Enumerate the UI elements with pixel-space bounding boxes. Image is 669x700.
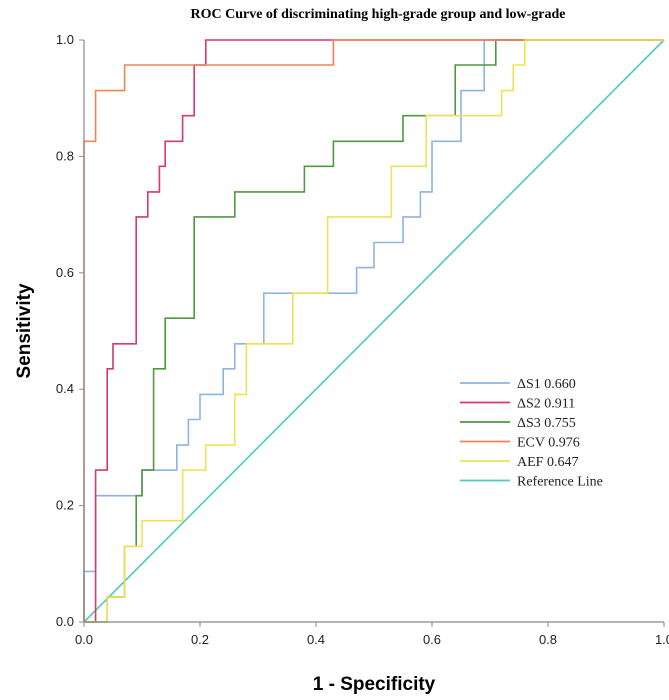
x-tick-label: 0.8 — [539, 632, 557, 647]
legend-label: Reference Line — [517, 475, 603, 490]
legend-label: ECV 0.976 — [517, 436, 580, 451]
x-axis-label: 1 - Specificity — [313, 674, 436, 695]
legend-label: ΔS1 0.660 — [517, 377, 576, 392]
series-layer — [83, 39, 665, 623]
y-tick-label: 0.0 — [56, 614, 74, 629]
x-tick-label: 0.2 — [191, 632, 209, 647]
x-tick-label: 0.6 — [423, 632, 441, 647]
legend: ΔS1 0.660 ΔS2 0.911 ΔS3 0.755 ECV 0.976 AEF … — [460, 377, 603, 490]
x-tick-label: 0.4 — [307, 632, 325, 647]
x-tick-label: 0.0 — [75, 632, 93, 647]
y-tick-label: 0.8 — [56, 148, 74, 163]
x-tick-label: 1.0 — [655, 632, 669, 647]
legend-label: AEF 0.647 — [517, 455, 578, 470]
y-axis-ticks: 0.0 0.2 0.4 0.6 0.8 1.0 — [56, 32, 84, 629]
series-line-reference — [83, 39, 665, 623]
y-tick-label: 0.4 — [56, 381, 74, 396]
legend-label: ΔS3 0.755 — [517, 416, 576, 431]
y-axis-label: Sensitivity — [14, 283, 35, 378]
y-tick-label: 0.2 — [56, 498, 74, 513]
chart-title: ROC Curve of discriminating high-grade g… — [190, 7, 565, 22]
x-axis-ticks: 0.0 0.2 0.4 0.6 0.8 1.0 — [75, 622, 669, 647]
series-line-ecv — [83, 39, 664, 622]
y-tick-label: 1.0 — [56, 32, 74, 47]
y-tick-label: 0.6 — [56, 265, 74, 280]
legend-label: ΔS2 0.911 — [517, 397, 575, 412]
series-line-aef — [84, 39, 664, 623]
